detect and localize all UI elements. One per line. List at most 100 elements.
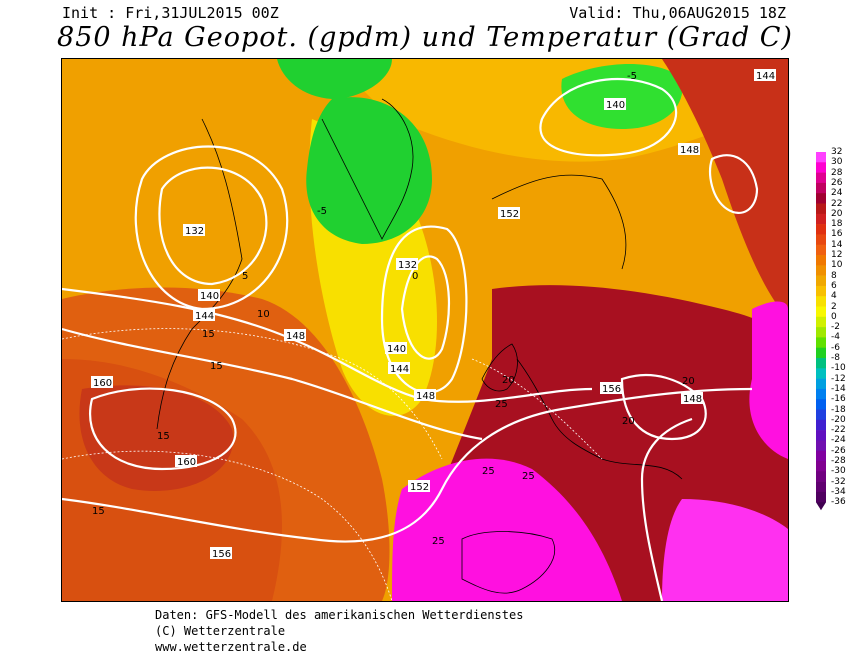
- europe-coast: [516, 358, 683, 480]
- color-scale-tick: 14: [831, 239, 843, 250]
- color-scale-tick: 2: [831, 301, 837, 312]
- color-scale-segment: [816, 244, 826, 256]
- color-scale-tick: 22: [831, 198, 843, 209]
- color-scale-tick: 30: [831, 157, 843, 168]
- footer-website: www.wetterzentrale.de: [155, 640, 307, 654]
- color-scale-tick: -6: [831, 342, 840, 353]
- init-time: Init : Fri,31JUL2015 00Z: [62, 4, 279, 22]
- color-scale-segment: [816, 162, 826, 173]
- label-132-west: 132: [185, 226, 204, 237]
- iberia-coast: [461, 531, 555, 594]
- color-scale-segment: [816, 430, 826, 441]
- color-scale-segment: [816, 378, 826, 390]
- color-scale-tick: -14: [831, 383, 846, 394]
- isotherm-15: [62, 328, 443, 460]
- color-scale-segment: [816, 265, 826, 276]
- label-140-center: 140: [387, 344, 406, 355]
- label-temp-15-west: 15: [202, 329, 215, 340]
- label-temp-20-northeast: 20: [682, 376, 695, 387]
- color-scale-tick: 26: [831, 177, 843, 188]
- north-cold-area: [277, 59, 392, 99]
- color-scale-segment: [816, 450, 826, 462]
- color-scale-segment: [816, 388, 826, 400]
- color-scale-tick: -30: [831, 466, 846, 477]
- label-temp-minus5-arctic: -5: [627, 71, 637, 82]
- label-148-north: 148: [680, 145, 699, 156]
- low-west-outer-contour: [134, 145, 289, 311]
- color-scale-segment: [816, 234, 826, 245]
- color-scale-segment: [816, 255, 826, 266]
- label-148-west: 148: [286, 331, 305, 342]
- color-scale-segment: [816, 182, 826, 194]
- color-scale-tick: 10: [831, 260, 843, 271]
- color-scale-segment: [816, 347, 826, 359]
- label-temp-25-europe: 25: [495, 399, 508, 410]
- color-scale-segment: [816, 224, 826, 235]
- isotherm-25: [471, 358, 603, 460]
- color-scale-tick: 0: [831, 311, 837, 322]
- color-scale-segment: [816, 409, 826, 421]
- color-scale-bar: [816, 152, 826, 511]
- label-144-west: 144: [195, 311, 214, 322]
- color-scale-segment: [816, 481, 826, 493]
- label-temp-minus5: -5: [317, 206, 327, 217]
- label-152-scandinavia: 152: [500, 209, 519, 220]
- color-scale-tick: 20: [831, 208, 843, 219]
- color-scale-tick: -8: [831, 353, 840, 363]
- greenland-coast: [321, 98, 414, 240]
- color-scale-segment: [816, 172, 826, 184]
- valid-time: Valid: Thu,06AUG2015 18Z: [569, 4, 786, 22]
- iberia-hot-area: [392, 458, 622, 601]
- color-scale-tick: 24: [831, 188, 843, 199]
- color-scale-tick: -12: [831, 373, 846, 384]
- label-152-center: 152: [410, 482, 429, 493]
- greenland-cold-area: [306, 97, 432, 244]
- color-scale-tick: 28: [831, 167, 843, 178]
- scandinavia-coast: [491, 174, 627, 270]
- color-scale-segment: [816, 399, 826, 410]
- contour-152: [62, 327, 483, 441]
- color-scale-tick: -24: [831, 435, 846, 446]
- footer-data-source: Daten: GFS-Modell des amerikanischen Wet…: [155, 608, 524, 622]
- label-temp-20-europe: 20: [502, 375, 515, 386]
- color-scale-tick: 8: [831, 270, 837, 281]
- label-temp-5-west: 5: [242, 271, 248, 282]
- color-scale-tick: 32: [831, 147, 843, 157]
- color-scale-segment: [816, 327, 826, 338]
- color-scale-tick: -10: [831, 363, 846, 374]
- label-temp-10-west: 10: [257, 309, 270, 320]
- color-scale-segment: [816, 358, 826, 369]
- weather-map: 132 140 144 148 132 140 144 148 152 160 …: [61, 58, 789, 602]
- color-scale-tick: -4: [831, 332, 840, 343]
- color-scale-tick: 16: [831, 229, 843, 240]
- label-temp-15-azores: 15: [157, 431, 170, 442]
- high-azores-contour: [89, 387, 237, 471]
- color-scale-segment: [816, 275, 826, 287]
- low-central-outer-contour: [380, 225, 468, 394]
- footer-copyright: (C) Wetterzentrale: [155, 624, 286, 638]
- label-144-northeast: 144: [756, 71, 775, 82]
- label-156-south: 156: [212, 549, 231, 560]
- color-scale-segment: [816, 337, 826, 348]
- color-scale-segment: [816, 316, 826, 328]
- contour-148: [62, 287, 593, 403]
- label-148-center: 148: [416, 391, 435, 402]
- color-scale-tick: -36: [831, 497, 846, 508]
- contour-156: [62, 387, 753, 543]
- color-scale-segment: [816, 213, 826, 225]
- label-temp-0: 0: [412, 271, 418, 282]
- color-scale-segment: [816, 193, 826, 204]
- color-scale-tick: -16: [831, 394, 846, 405]
- color-scale-segment: [816, 152, 826, 163]
- color-scale-tick: -2: [831, 322, 840, 333]
- chart-title: 850 hPa Geopot. (gpdm) und Temperatur (G…: [57, 22, 793, 53]
- contour-labels: 132 140 144 148 132 140 144 148 152 160 …: [91, 69, 776, 560]
- east-warm-area: [662, 59, 788, 319]
- europe-high-contour: [620, 374, 707, 441]
- color-scale-segment: [816, 419, 826, 431]
- east-hot-area: [749, 301, 788, 459]
- color-scale-tick: -22: [831, 425, 846, 436]
- color-scale-tick: 12: [831, 250, 843, 260]
- color-scale-segment: [816, 491, 826, 503]
- color-scale-tick: -28: [831, 456, 846, 466]
